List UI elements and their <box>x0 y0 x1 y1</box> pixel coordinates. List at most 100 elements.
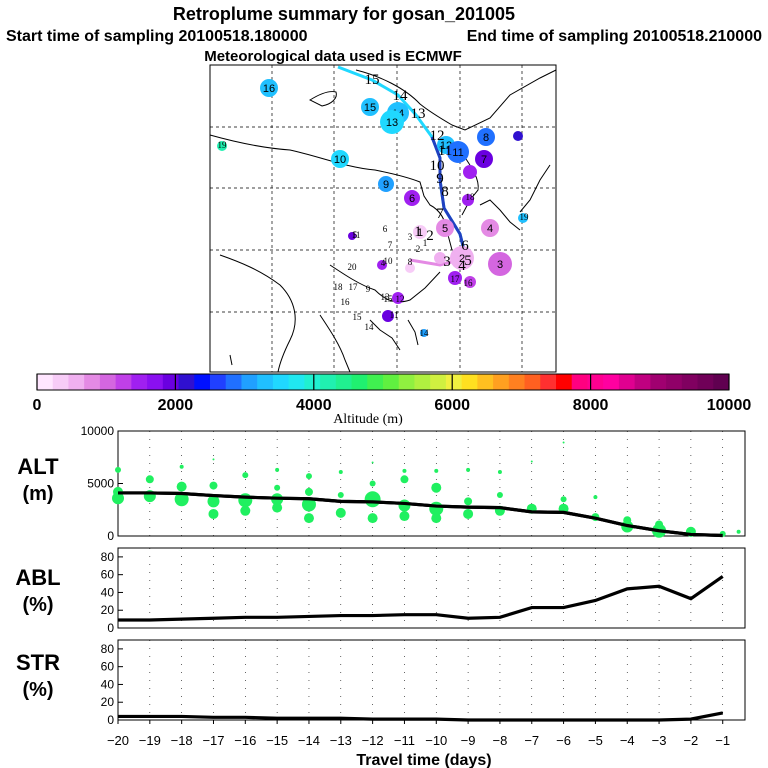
altitude-scatter-point <box>338 469 343 474</box>
cluster-label: 10 <box>384 256 394 266</box>
cluster-label: 3 <box>408 232 413 242</box>
trajectory-bubble <box>361 98 379 116</box>
str-ytick-label: 40 <box>101 677 115 691</box>
trajectory-bubble <box>450 246 474 270</box>
colorbar-swatch <box>37 374 54 390</box>
colorbar-swatch <box>524 374 541 390</box>
track-day-label: 7 <box>436 206 444 222</box>
trajectory-dot <box>464 276 476 288</box>
colorbar-tick-label: 10000 <box>707 397 752 414</box>
trajectory-bubble-label: 10 <box>334 154 346 166</box>
colorbar-swatch <box>445 374 463 390</box>
alt-panel-label: ALT <box>17 454 59 479</box>
trajectory-dot <box>518 213 528 223</box>
altitude-scatter-point <box>530 460 533 463</box>
colorbar-tick-label: 6000 <box>434 397 470 414</box>
colorbar-swatch <box>272 374 290 390</box>
map-frame <box>209 64 557 373</box>
colorbar-swatch <box>178 374 195 390</box>
altitude-scatter-point <box>303 513 314 524</box>
cluster-label: 1 <box>423 238 428 248</box>
x-tick-label: −6 <box>556 733 571 748</box>
abl-ytick-label: 60 <box>101 568 115 582</box>
abl-panel-label: ABL <box>15 565 60 590</box>
trajectory-bubble-label: 2 <box>459 253 465 265</box>
cluster-label: 18 <box>466 192 476 202</box>
alt-ytick-label: 0 <box>107 529 114 543</box>
track-day-label: 3 <box>443 254 451 270</box>
x-axis-label: Travel time (days) <box>356 752 491 768</box>
track-day-label: 4 <box>458 258 466 274</box>
cluster-label: 14 <box>365 322 375 332</box>
trajectory-bubble-label: 16 <box>263 83 275 95</box>
trajectory-bubble <box>404 190 420 206</box>
trajectory-bubble-label: 7 <box>481 154 487 166</box>
altitude-colorbar: 0 2000 4000 6000 8000 10000 <box>33 373 752 414</box>
trajectory-bubble-label: 3 <box>497 259 503 271</box>
colorbar-swatch <box>430 374 447 390</box>
trajectory-dot <box>348 232 356 240</box>
x-tick-label: −3 <box>652 733 667 748</box>
cluster-label: 15 <box>384 294 394 304</box>
trajectory-dot <box>462 194 474 206</box>
altitude-scatter-point <box>115 466 121 473</box>
colorbar-swatch <box>115 374 132 390</box>
trajectory-path-lower <box>430 136 468 259</box>
cluster-label: 4 <box>381 258 386 268</box>
x-tick-label: −12 <box>362 733 384 748</box>
colorbar-swatch <box>618 374 636 390</box>
colorbar-swatch <box>398 374 415 390</box>
altitude-scatter-point <box>212 458 215 461</box>
x-tick-label: −14 <box>298 733 320 748</box>
altitude-scatter-point <box>369 480 376 487</box>
altitude-scatter-point <box>496 492 503 499</box>
trajectory-bubble <box>378 176 394 192</box>
track-day-label: 6 <box>461 238 469 254</box>
track-day-label: 2 <box>426 228 434 244</box>
x-tick-label: −1 <box>715 733 730 748</box>
trajectory-bubble-label: 5 <box>442 223 448 235</box>
track-day-label: 12 <box>430 128 445 144</box>
cluster-label: 17 <box>349 282 359 292</box>
abl-ytick-label: 20 <box>101 603 115 617</box>
str-series-line <box>118 711 724 722</box>
colorbar-swatch <box>304 374 321 390</box>
colorbar-swatch <box>210 374 227 390</box>
time-series-panels: 10000 5000 0 80 60 40 20 0 80 60 40 20 0 −20 −19 −18 −17… <box>81 424 746 748</box>
trajectory-dot <box>448 271 462 285</box>
track-day-label: 5 <box>464 253 472 269</box>
colorbar-swatch <box>383 374 400 390</box>
altitude-scatter-point <box>398 499 411 512</box>
str-ytick-label: 0 <box>107 713 114 727</box>
cluster-label: 2 <box>416 244 421 254</box>
str-ytick-label: 20 <box>101 695 115 709</box>
trajectory-bubble <box>260 79 278 97</box>
colorbar-swatch <box>84 374 101 390</box>
colorbar-swatch <box>713 374 730 390</box>
str-panel-unit: (%) <box>22 679 53 701</box>
cluster-label: 13 <box>381 292 391 302</box>
x-tick-label: −9 <box>461 733 476 748</box>
cluster-label: 11 <box>352 230 361 240</box>
cluster-label: 16 <box>464 278 474 288</box>
colorbar-swatch <box>414 374 431 390</box>
altitude-scatter-point <box>463 508 474 519</box>
track-day-label: 15 <box>365 72 380 88</box>
trajectory-dot <box>420 329 428 337</box>
altitude-scatter-point <box>176 481 187 492</box>
colorbar-swatch <box>367 374 384 390</box>
altitude-scatter-point <box>560 496 567 503</box>
alt-series-line-top <box>118 491 723 538</box>
altitude-scatter-point <box>400 475 409 484</box>
altitude-scatter-point <box>335 507 346 518</box>
colorbar-swatch <box>351 374 368 390</box>
cluster-label: 14 <box>420 328 430 338</box>
colorbar-swatch <box>288 374 305 390</box>
altitude-scatter-point <box>304 487 313 496</box>
trajectory-bubble <box>436 219 454 237</box>
cluster-label: 11 <box>390 310 399 320</box>
trajectory-bubble <box>413 225 427 239</box>
